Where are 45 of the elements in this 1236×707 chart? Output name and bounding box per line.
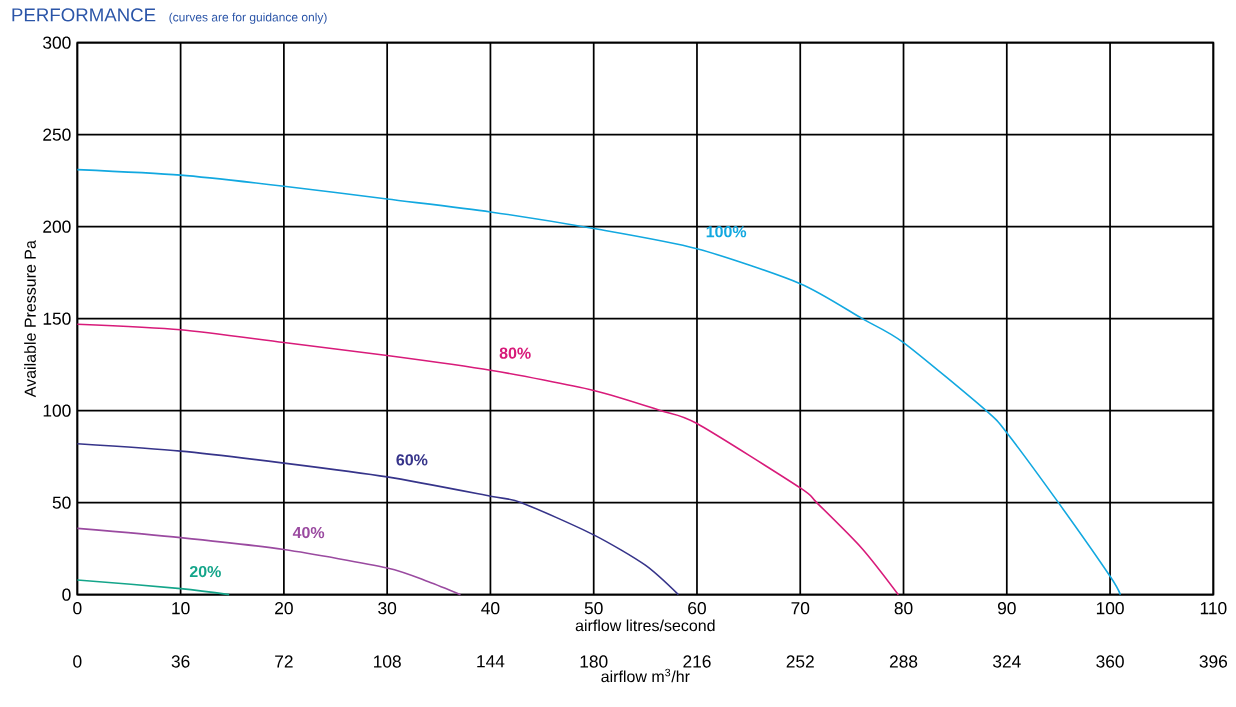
x2-tick-label: 36 bbox=[171, 655, 190, 668]
x-tick-label: 110 bbox=[1200, 602, 1227, 615]
line-series bbox=[76, 527, 462, 596]
x2-tick-label: 360 bbox=[1096, 655, 1124, 668]
y-tick-label: 250 bbox=[43, 128, 71, 141]
y-tick-label: 300 bbox=[43, 36, 71, 49]
x-tick-label: 90 bbox=[997, 602, 1016, 615]
x-axis-title: airflow litres/second bbox=[575, 619, 715, 632]
series-label: 60% bbox=[396, 454, 428, 466]
x2-axis-title: airflow m$^{3}$/hr bbox=[601, 668, 690, 683]
line-series bbox=[76, 168, 1122, 596]
y-tick-label: 100 bbox=[43, 404, 71, 417]
x2-tick-label: 324 bbox=[993, 655, 1021, 668]
x2-tick-label: 180 bbox=[580, 655, 608, 668]
x-tick-label: 100 bbox=[1096, 602, 1124, 615]
series-label: 80% bbox=[499, 347, 531, 359]
y-axis-title: Available Pressure Pa bbox=[24, 240, 36, 398]
x-tick-label: 30 bbox=[378, 602, 397, 615]
x2-tick-label: 288 bbox=[889, 655, 918, 668]
x-tick-label: 60 bbox=[688, 602, 706, 615]
x-tick-label: 10 bbox=[172, 602, 190, 615]
line-series bbox=[76, 443, 680, 596]
y-tick-label: 200 bbox=[43, 220, 71, 233]
series-label: 20% bbox=[189, 566, 221, 578]
chart-subtitle: (curves are for guidance only) bbox=[169, 12, 327, 24]
y-tick-label: 50 bbox=[52, 496, 71, 509]
chart-title: PERFORMANCE bbox=[12, 8, 156, 22]
x-tick-label: 50 bbox=[584, 602, 603, 615]
x-tick-label: 80 bbox=[894, 602, 913, 615]
series-label: 100% bbox=[706, 226, 747, 238]
x2-tick-label: 144 bbox=[477, 655, 505, 668]
y-tick-label: 0 bbox=[62, 588, 71, 601]
x-tick-label: 70 bbox=[791, 602, 810, 615]
x-tick-label: 20 bbox=[275, 602, 293, 615]
line-series bbox=[76, 323, 900, 596]
x2-tick-label: 252 bbox=[786, 655, 814, 668]
x2-tick-label: 0 bbox=[73, 655, 82, 668]
x2-tick-label: 72 bbox=[275, 655, 293, 668]
x2-tick-label: 216 bbox=[683, 655, 711, 668]
y-tick-label: 150 bbox=[43, 312, 71, 325]
series-label: 40% bbox=[292, 527, 325, 539]
x2-tick-label: 108 bbox=[374, 655, 401, 668]
x2-tick-label: 396 bbox=[1199, 655, 1228, 668]
x-tick-label: 40 bbox=[481, 602, 500, 615]
x-tick-label: 0 bbox=[73, 602, 82, 615]
